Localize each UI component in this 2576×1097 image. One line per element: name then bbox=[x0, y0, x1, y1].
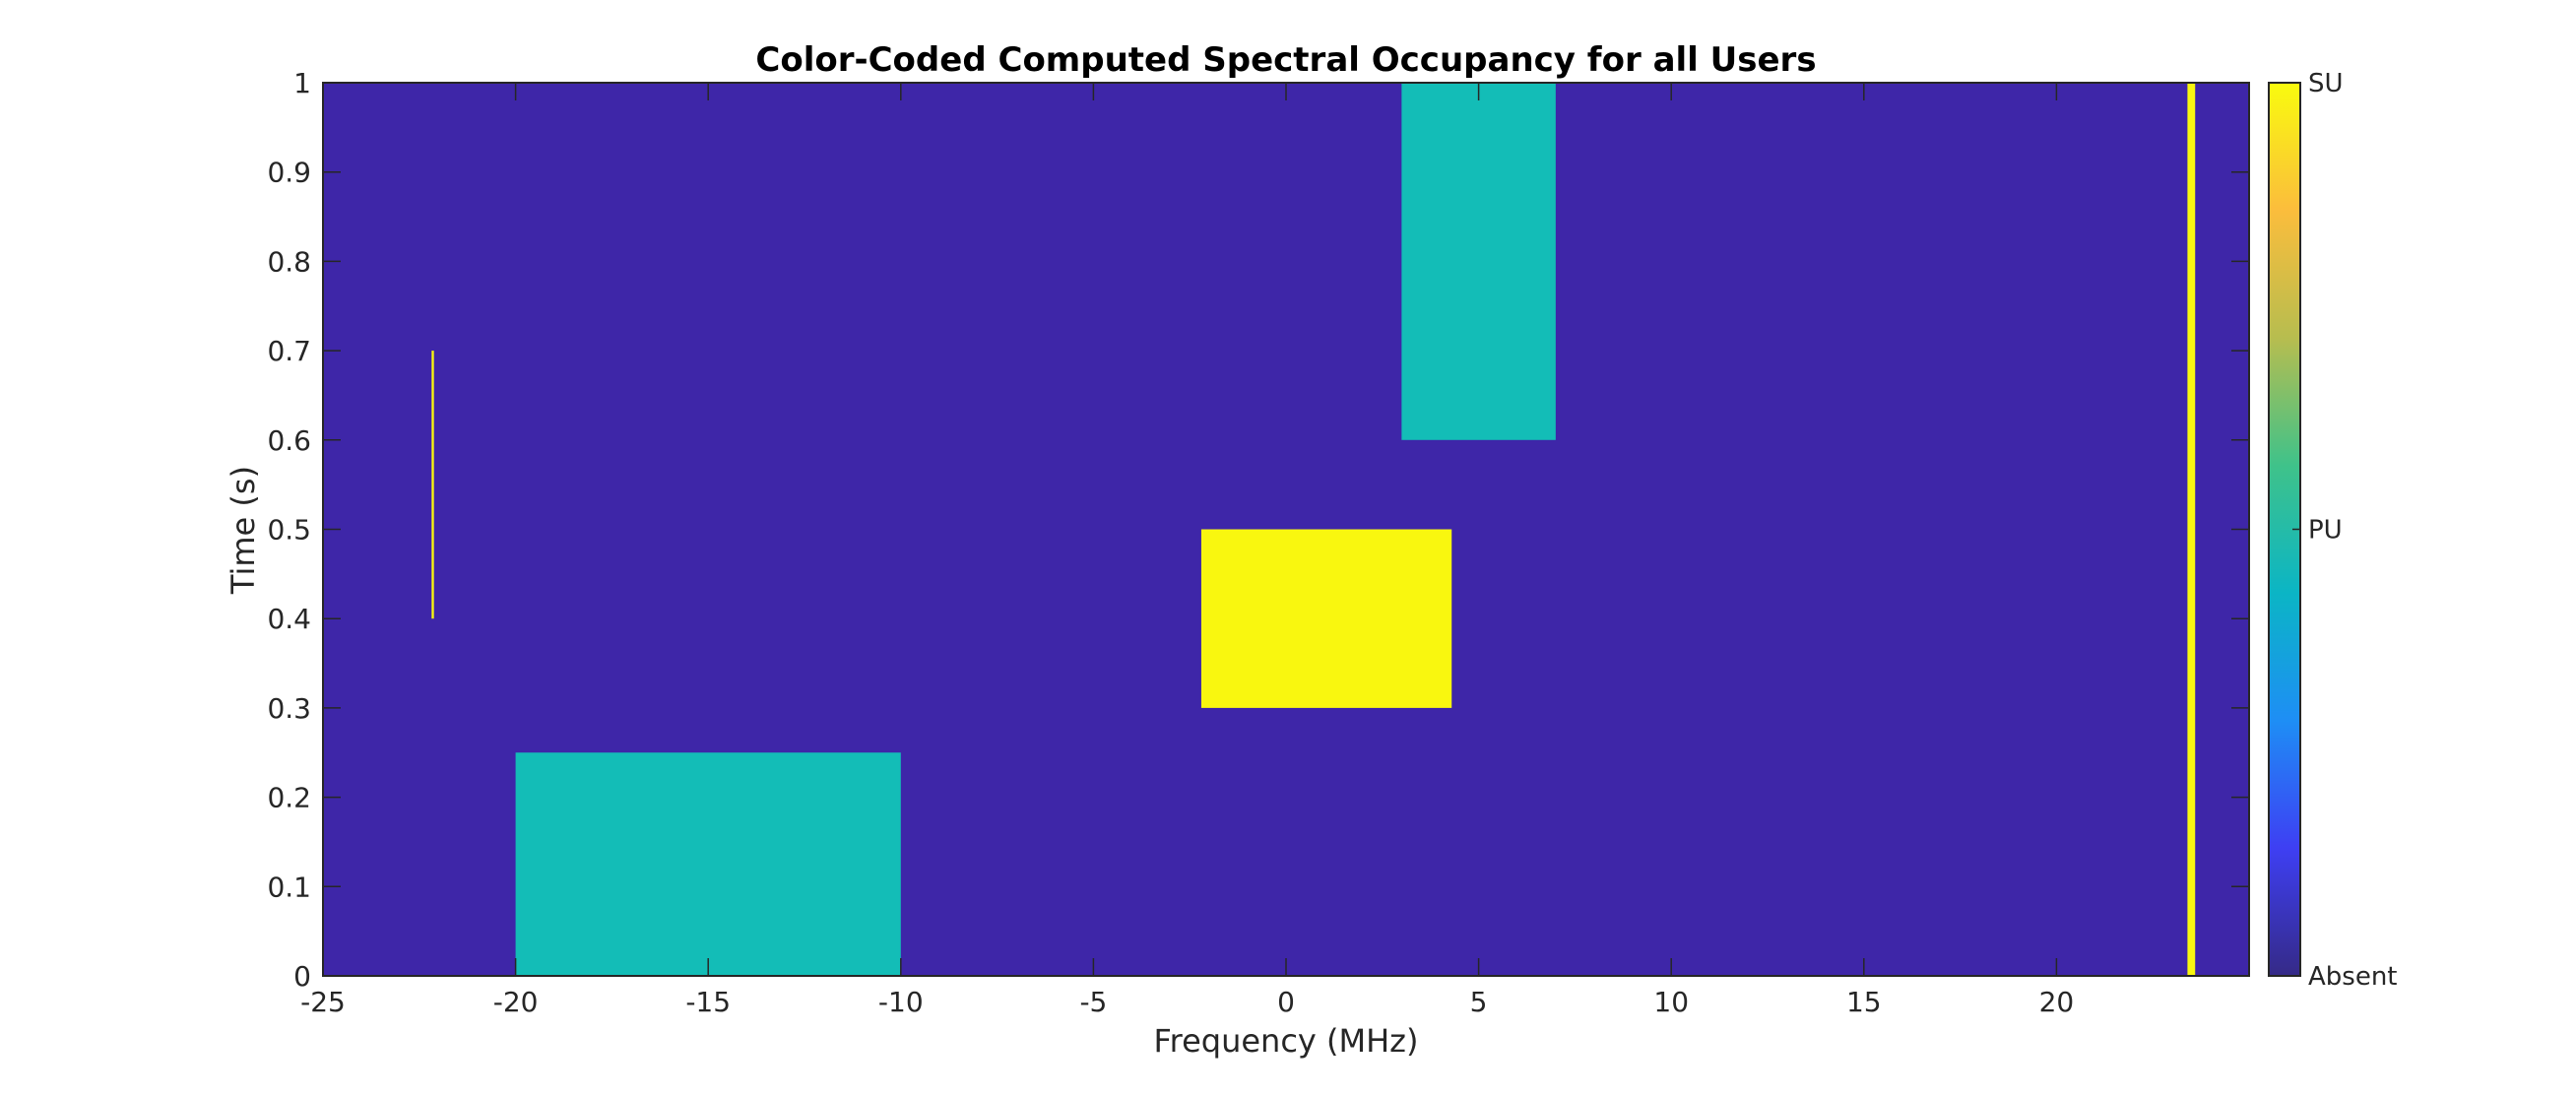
occupancy-region-pu-0 bbox=[515, 752, 901, 976]
occupancy-region-pu-2 bbox=[1401, 83, 1556, 440]
occupancy-region-su-4 bbox=[431, 351, 434, 619]
chart-title: Color-Coded Computed Spectral Occupancy … bbox=[755, 40, 1816, 80]
x-tick-label: -25 bbox=[300, 986, 346, 1018]
x-tick-label: 10 bbox=[1653, 986, 1689, 1018]
colorbar-ticks: Absent PU SU bbox=[2292, 69, 2398, 992]
plot-border bbox=[322, 82, 2250, 977]
x-tick-label: 15 bbox=[1846, 986, 1882, 1018]
x-tick-label: 0 bbox=[1277, 986, 1295, 1018]
y-tick-label: 0.1 bbox=[267, 871, 311, 903]
y-axis-label: Time (s) bbox=[225, 466, 262, 595]
occupancy-region-su-3 bbox=[2187, 83, 2196, 976]
x-tick-labels: -25 -20 -15 -10 -5 0 5 10 15 20 bbox=[300, 986, 2074, 1018]
y-tick-label: 1 bbox=[293, 67, 311, 99]
occupancy-regions bbox=[431, 83, 2196, 976]
y-tick-label: 0.7 bbox=[267, 335, 311, 367]
x-tick-label: -5 bbox=[1079, 986, 1107, 1018]
y-tick-labels: 0 0.1 0.2 0.3 0.4 0.5 0.6 0.7 0.8 0.9 1 bbox=[267, 67, 311, 993]
x-tick-label: 5 bbox=[1470, 986, 1488, 1018]
plot-area bbox=[322, 82, 2250, 977]
x-tick-label: -15 bbox=[685, 986, 731, 1018]
colorbar-gradient bbox=[2268, 82, 2301, 977]
x-tick-label: 20 bbox=[2039, 986, 2075, 1018]
x-axis-label: Frequency (MHz) bbox=[1154, 1022, 1419, 1060]
occupancy-region-su-1 bbox=[1200, 529, 1452, 708]
colorbar: Absent PU SU bbox=[2268, 69, 2398, 992]
y-tick-label: 0.6 bbox=[267, 424, 311, 457]
x-tick-label: -10 bbox=[878, 986, 924, 1018]
y-tick-label: 0.5 bbox=[267, 514, 311, 547]
y-tick-label: 0.4 bbox=[267, 603, 311, 635]
y-tick-label: 0.2 bbox=[267, 782, 311, 814]
y-tick-label: 0.8 bbox=[267, 245, 311, 278]
y-tick-label: 0.9 bbox=[267, 157, 311, 189]
colorbar-tick-label: PU bbox=[2308, 516, 2343, 546]
x-tick-label: -20 bbox=[493, 986, 539, 1018]
colorbar-tick-label: SU bbox=[2308, 69, 2344, 98]
y-tick-label: 0 bbox=[293, 960, 311, 993]
colorbar-tick-label: Absent bbox=[2308, 962, 2398, 992]
y-tick-label: 0.3 bbox=[267, 692, 311, 725]
